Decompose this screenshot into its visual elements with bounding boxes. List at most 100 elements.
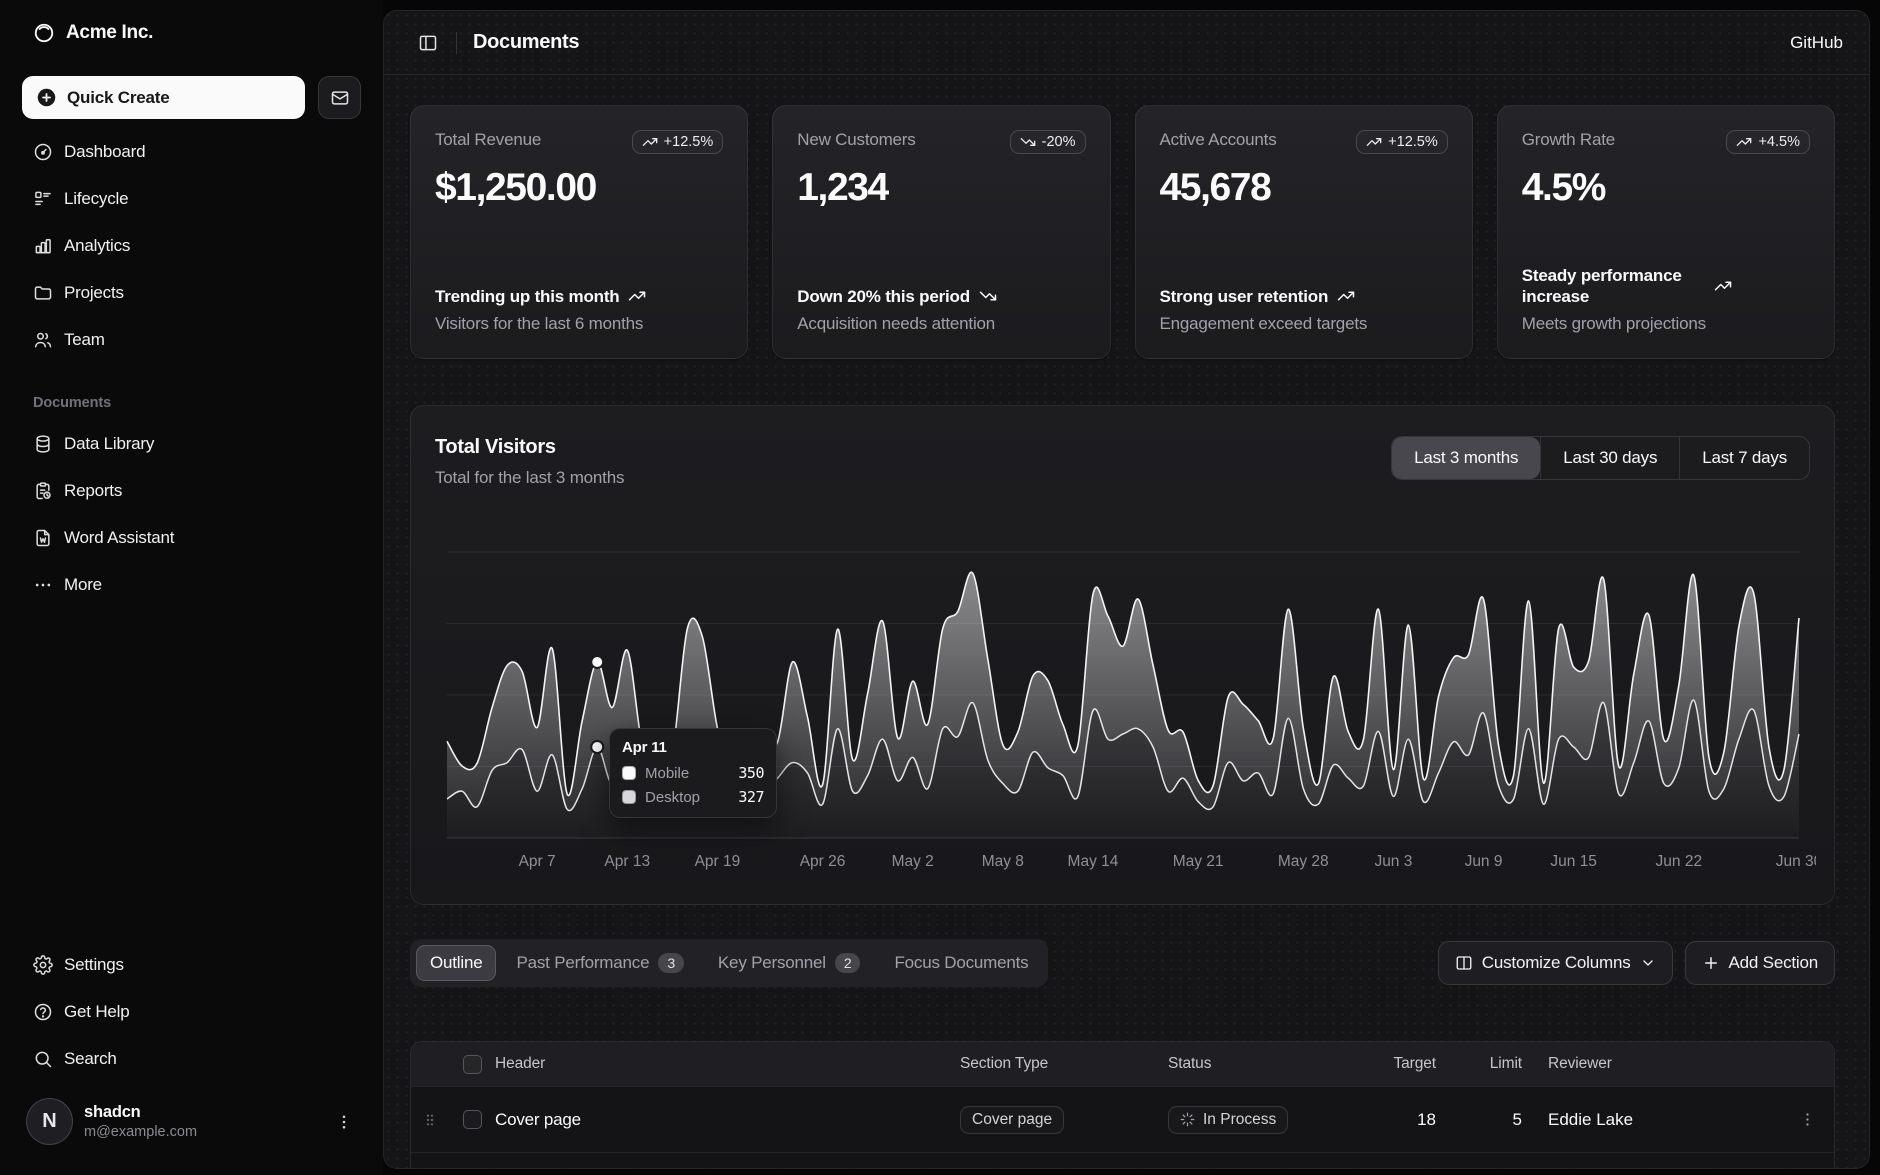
plus-circle-icon xyxy=(36,87,57,108)
svg-text:Jun 22: Jun 22 xyxy=(1656,853,1703,870)
table-header-row: Header Section Type Status Target Limit … xyxy=(411,1042,1834,1086)
stat-value: $1,250.00 xyxy=(435,166,597,209)
database-icon xyxy=(33,434,53,454)
tooltip-date: Apr 11 xyxy=(622,739,667,756)
sidebar: Acme Inc. Quick Create Dashboard Lifecyc… xyxy=(0,0,383,1175)
view-tabs: Outline Past Performance 3 Key Personnel… xyxy=(410,939,1049,987)
sidebar-toggle-button[interactable] xyxy=(410,25,446,61)
main-panel: Documents GitHub Total Revenue +12.5% $1… xyxy=(383,10,1870,1169)
range-last-7-days[interactable]: Last 7 days xyxy=(1679,437,1809,479)
columns-icon xyxy=(1455,954,1473,972)
trend-badge: +12.5% xyxy=(1356,130,1448,154)
chevron-down-icon xyxy=(1640,955,1656,971)
customize-columns-button[interactable]: Customize Columns xyxy=(1437,941,1673,985)
mobile-series-swatch xyxy=(622,766,636,780)
tab-count-badge: 2 xyxy=(834,953,861,973)
svg-text:May 2: May 2 xyxy=(892,853,934,870)
primary-nav: Dashboard Lifecycle Analytics Projects T… xyxy=(22,133,361,359)
svg-text:Apr 26: Apr 26 xyxy=(800,853,846,870)
trend-badge: -20% xyxy=(1009,130,1086,154)
mail-icon xyxy=(330,88,350,108)
table-toolbar: Outline Past Performance 3 Key Personnel… xyxy=(410,939,1835,987)
sidebar-item-dashboard[interactable]: Dashboard xyxy=(22,133,361,171)
brand-name: Acme Inc. xyxy=(66,22,154,43)
tab-count-badge: 3 xyxy=(658,953,684,973)
user-name: shadcn xyxy=(84,1103,141,1121)
trending-down-icon xyxy=(1020,134,1036,150)
user-menu-button[interactable]: N shadcn m@example.com xyxy=(22,1098,361,1145)
section-type-badge: Cover page xyxy=(960,1105,1065,1134)
add-section-button[interactable]: Add Section xyxy=(1684,941,1835,985)
folder-icon xyxy=(33,283,53,303)
dashboard-icon xyxy=(33,142,53,162)
svg-text:Jun 3: Jun 3 xyxy=(1374,853,1412,870)
tab-focus-documents[interactable]: Focus Documents xyxy=(880,945,1042,981)
sidebar-item-word-assistant[interactable]: Word Assistant xyxy=(22,519,361,557)
chart-subtitle: Total for the last 3 months xyxy=(435,468,625,487)
time-range-toggle: Last 3 months Last 30 days Last 7 days xyxy=(1391,436,1810,480)
table-row: Cover page Cover page In Process 18 5 Ed… xyxy=(411,1086,1834,1152)
tab-key-personnel[interactable]: Key Personnel 2 xyxy=(704,945,875,981)
sidebar-item-settings[interactable]: Settings xyxy=(22,946,361,984)
range-last-30-days[interactable]: Last 30 days xyxy=(1540,437,1679,479)
svg-text:Apr 13: Apr 13 xyxy=(604,853,650,870)
reviewer-value[interactable]: Eddie Lake xyxy=(1548,1109,1634,1129)
chart-title: Total Visitors xyxy=(435,436,556,458)
sidebar-item-more[interactable]: More xyxy=(22,566,361,604)
sidebar-item-lifecycle[interactable]: Lifecycle xyxy=(22,180,361,218)
row-header-link[interactable]: Cover page xyxy=(495,1109,581,1129)
sidebar-item-team[interactable]: Team xyxy=(22,321,361,359)
table-row: Table of contents Table of contents Done… xyxy=(411,1152,1834,1168)
visitors-area-chart[interactable]: Apr 7 Apr 13 Apr 19 Apr 26 May 2 May 8 May 14 M… xyxy=(435,540,1816,876)
stat-card-total-revenue: Total Revenue +12.5% $1,250.00 Trending … xyxy=(410,105,749,359)
trend-badge: +12.5% xyxy=(631,130,724,154)
report-icon xyxy=(33,481,53,501)
users-icon xyxy=(33,330,53,350)
select-all-checkbox[interactable] xyxy=(462,1054,482,1074)
github-link[interactable]: GitHub xyxy=(1790,32,1843,52)
quick-create-button[interactable]: Quick Create xyxy=(22,76,305,119)
documents-nav: Data Library Reports Word Assistant More xyxy=(22,425,361,604)
loader-icon xyxy=(1180,1112,1195,1127)
trend-badge: +4.5% xyxy=(1726,130,1810,154)
trending-up-icon xyxy=(1366,134,1382,150)
svg-text:Jun 30: Jun 30 xyxy=(1776,853,1816,870)
sidebar-item-analytics[interactable]: Analytics xyxy=(22,227,361,265)
inbox-button[interactable] xyxy=(318,76,361,119)
trending-down-icon xyxy=(979,287,997,305)
stat-cards: Total Revenue +12.5% $1,250.00 Trending … xyxy=(410,105,1835,359)
svg-text:Jun 9: Jun 9 xyxy=(1465,853,1503,870)
target-value[interactable]: 18 xyxy=(1417,1109,1436,1129)
brand-button[interactable]: Acme Inc. xyxy=(22,14,361,52)
svg-text:May 28: May 28 xyxy=(1278,853,1329,870)
sidebar-item-projects[interactable]: Projects xyxy=(22,274,361,312)
svg-text:May 8: May 8 xyxy=(982,853,1024,870)
range-last-3-months[interactable]: Last 3 months xyxy=(1392,437,1541,479)
gear-icon xyxy=(33,955,53,975)
sidebar-item-reports[interactable]: Reports xyxy=(22,472,361,510)
avatar: N xyxy=(26,1098,73,1145)
stat-label: Growth Rate xyxy=(1521,130,1615,149)
tab-past-performance[interactable]: Past Performance 3 xyxy=(502,945,697,981)
stat-card-growth-rate: Growth Rate +4.5% 4.5% Steady performanc… xyxy=(1496,105,1835,359)
row-checkbox[interactable] xyxy=(462,1110,482,1129)
topbar: Documents GitHub xyxy=(384,11,1869,75)
drag-handle-icon[interactable] xyxy=(411,1112,449,1128)
more-horizontal-icon xyxy=(33,575,53,595)
help-icon xyxy=(33,1002,53,1022)
trending-up-icon xyxy=(628,287,646,305)
stat-card-new-customers: New Customers -20% 1,234 Down 20% this p… xyxy=(772,105,1111,359)
stat-label: Total Revenue xyxy=(435,130,542,149)
svg-text:May 21: May 21 xyxy=(1173,853,1224,870)
footer-nav: Settings Get Help Search xyxy=(22,946,361,1078)
tab-outline[interactable]: Outline xyxy=(416,945,497,981)
desktop-series-swatch xyxy=(622,790,636,804)
limit-value[interactable]: 5 xyxy=(1512,1109,1522,1129)
trending-up-icon xyxy=(1714,277,1732,295)
plus-icon xyxy=(1702,954,1720,972)
sidebar-item-get-help[interactable]: Get Help xyxy=(22,993,361,1031)
sidebar-item-search[interactable]: Search xyxy=(22,1040,361,1078)
row-menu-button[interactable] xyxy=(1780,1111,1834,1128)
stat-label: Active Accounts xyxy=(1159,130,1277,149)
sidebar-item-data-library[interactable]: Data Library xyxy=(22,425,361,463)
